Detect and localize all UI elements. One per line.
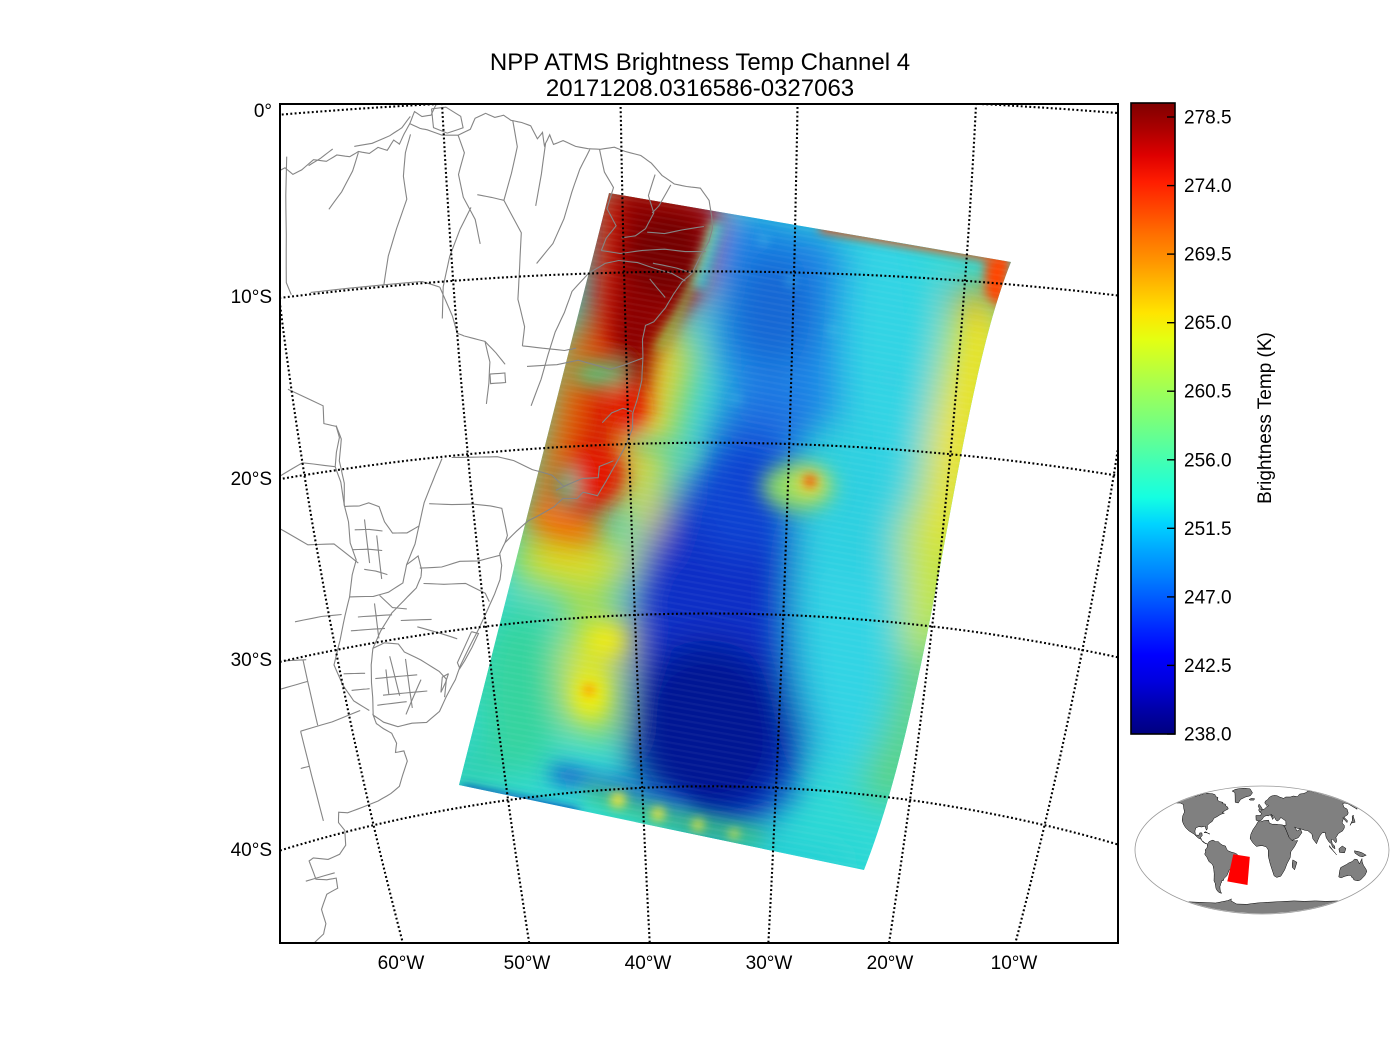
svg-text:40°W: 40°W — [625, 953, 672, 974]
svg-text:30°S: 30°S — [231, 650, 272, 671]
svg-text:20°S: 20°S — [231, 469, 272, 490]
svg-text:40°S: 40°S — [231, 840, 272, 861]
svg-text:256.0: 256.0 — [1184, 450, 1232, 471]
svg-text:20°W: 20°W — [867, 953, 914, 974]
svg-text:238.0: 238.0 — [1184, 725, 1232, 746]
svg-text:274.0: 274.0 — [1184, 176, 1232, 197]
svg-text:269.5: 269.5 — [1184, 245, 1232, 266]
svg-text:251.5: 251.5 — [1184, 519, 1232, 540]
svg-text:0°: 0° — [254, 101, 272, 122]
svg-text:260.5: 260.5 — [1184, 382, 1232, 403]
svg-text:60°W: 60°W — [378, 953, 425, 974]
svg-text:NPP ATMS Brightness Temp Chann: NPP ATMS Brightness Temp Channel 4 — [490, 49, 910, 76]
svg-text:247.0: 247.0 — [1184, 587, 1232, 608]
svg-text:Brightness Temp (K): Brightness Temp (K) — [1255, 332, 1276, 504]
svg-text:265.0: 265.0 — [1184, 313, 1232, 334]
svg-text:278.5: 278.5 — [1184, 108, 1232, 129]
svg-text:10°S: 10°S — [231, 287, 272, 308]
svg-text:242.5: 242.5 — [1184, 656, 1232, 677]
svg-text:50°W: 50°W — [504, 953, 551, 974]
svg-text:30°W: 30°W — [746, 953, 793, 974]
svg-text:20171208.0316586-0327063: 20171208.0316586-0327063 — [546, 75, 854, 102]
svg-text:10°W: 10°W — [991, 953, 1038, 974]
